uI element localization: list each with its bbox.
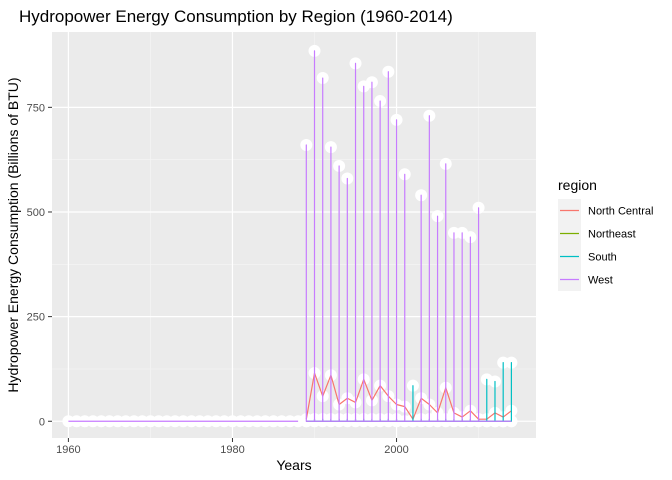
legend-title: region [558,177,597,193]
legend-label-north-central: North Central [588,206,653,218]
axis-ticks: 1960 1980 2000 0 250 500 750 [27,102,409,456]
series-line-west [305,50,512,422]
y-axis-title: Hydropower Energy Consumption (Billions … [5,77,21,392]
legend-label-northeast: Northeast [588,229,636,241]
x-tick-label: 1980 [220,444,244,456]
legend-label-south: South [588,252,617,264]
y-tick-label: 750 [27,102,45,114]
x-tick-label: 2000 [384,444,408,456]
legend-label-west: West [588,275,613,287]
y-tick-label: 0 [39,416,45,428]
data-marks [62,44,518,428]
chart-title: Hydropower Energy Consumption by Region … [19,7,453,26]
legend: region North Central Northeast South West [558,177,653,291]
x-axis-title: Years [276,457,311,473]
y-tick-label: 250 [27,312,45,324]
series-line-north-central [305,372,512,420]
y-tick-label: 500 [27,207,45,219]
x-tick-label: 1960 [56,444,80,456]
